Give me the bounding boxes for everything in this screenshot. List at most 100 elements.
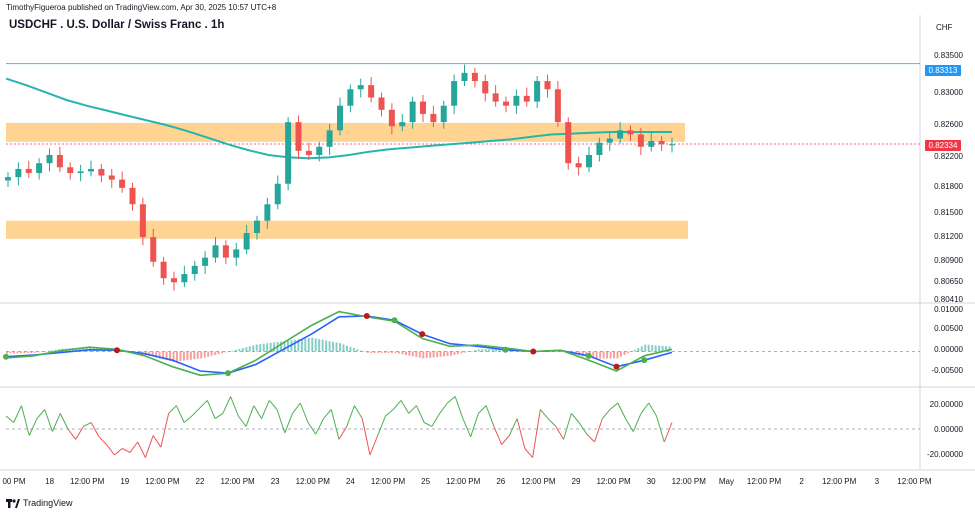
osc-line-segment — [253, 405, 262, 419]
osc-line-segment — [21, 405, 30, 436]
candle-body — [243, 233, 250, 250]
candle-body — [264, 204, 271, 221]
macd-histogram-bar — [495, 348, 498, 352]
candle-body — [88, 168, 94, 172]
macd-histogram-bar — [280, 341, 283, 352]
macd-cross-dot — [391, 317, 398, 324]
candle-body — [503, 101, 509, 106]
osc-line-segment — [462, 418, 472, 437]
osc-line-segment — [160, 413, 170, 448]
footer-brand[interactable]: TradingView — [6, 498, 73, 508]
macd-histogram-bar — [619, 351, 622, 357]
macd-histogram-bar — [51, 350, 54, 352]
osc-line-segment — [106, 444, 115, 456]
macd-histogram-bar — [293, 339, 296, 352]
osc-line-segment — [485, 405, 495, 427]
macd-cross-dot — [225, 370, 231, 377]
publisher-line: TimothyFigueroa published on TradingView… — [6, 3, 277, 12]
macd-histogram-bar — [318, 339, 321, 352]
osc-line-segment — [415, 405, 425, 423]
osc-line-segment — [330, 409, 340, 440]
macd-cross-dot — [114, 347, 120, 354]
osc-line-segment — [98, 436, 108, 445]
macd-histogram-bar — [210, 351, 213, 356]
macd-histogram-bar — [273, 342, 276, 352]
macd-histogram-bar — [630, 351, 633, 352]
macd-histogram-bar — [155, 351, 158, 358]
candle-body — [596, 142, 603, 155]
macd-histogram-bar — [647, 344, 650, 352]
candle-body — [119, 179, 126, 188]
osc-line-segment — [5, 415, 15, 423]
macd-histogram-bar — [661, 345, 664, 352]
osc-line-segment — [493, 426, 503, 445]
osc-line-segment — [640, 402, 650, 414]
candle-body — [139, 204, 146, 238]
candle-body — [36, 163, 43, 174]
osc-line-segment — [369, 435, 379, 456]
osc-line-segment — [307, 422, 317, 435]
macd-histogram-bar — [40, 351, 43, 352]
macd-histogram-bar — [384, 351, 387, 353]
macd-histogram-bar — [221, 351, 224, 354]
candle-body — [554, 89, 561, 123]
macd-histogram-bar — [595, 351, 598, 359]
candle-body — [5, 177, 11, 181]
time-tick: 22 — [195, 477, 205, 486]
osc-line-segment — [447, 396, 456, 404]
osc-line-segment — [555, 426, 565, 440]
osc-line-segment — [222, 396, 232, 414]
macd-histogram-bar — [345, 345, 348, 352]
supply-demand-zone — [6, 220, 688, 239]
osc-line-segment — [656, 415, 665, 443]
candle-body — [420, 101, 426, 114]
time-tick: 12:00 PM — [295, 477, 330, 486]
macd-histogram-bar — [467, 351, 470, 352]
macd-histogram-bar — [23, 351, 26, 354]
osc-line-segment — [439, 402, 448, 414]
candle-body — [202, 257, 209, 266]
osc-line-segment — [114, 448, 123, 456]
candle-body — [378, 97, 385, 110]
time-tick: May — [718, 477, 734, 486]
osc-line-segment — [237, 415, 247, 427]
macd-histogram-bar — [33, 351, 36, 353]
macd-histogram-bar — [668, 346, 671, 352]
osc-line-segment — [385, 409, 394, 417]
upper-line-price-tag: 0.83313 — [925, 65, 961, 76]
candle-body — [98, 168, 105, 176]
macd-histogram-bar — [640, 346, 643, 352]
osc-line-segment — [191, 407, 200, 417]
macd-histogram-bar — [432, 351, 435, 358]
osc-line-segment — [524, 448, 533, 458]
candle-body — [617, 130, 624, 139]
price-tick: 0.82600 — [934, 120, 963, 129]
osc-line-segment — [299, 402, 309, 423]
macd-histogram-bar — [613, 351, 616, 359]
macd-histogram-bar — [148, 351, 151, 356]
candle-body — [150, 237, 157, 262]
osc-line-segment — [563, 413, 572, 440]
macd-histogram-bar — [332, 341, 335, 352]
macd-histogram-bar — [165, 351, 168, 361]
candle-body — [565, 122, 572, 164]
macd-histogram-bar — [19, 351, 22, 354]
macd-histogram-bar — [356, 349, 359, 352]
macd-histogram-bar — [418, 351, 421, 358]
time-tick: 12:00 PM — [370, 477, 406, 486]
price-tick: 0.82200 — [934, 152, 963, 161]
macd-histogram-bar — [269, 342, 272, 352]
candle-body — [171, 278, 177, 283]
macd-histogram-bar — [349, 346, 352, 352]
osc-line-segment — [90, 422, 100, 438]
price-tick: 0.81500 — [934, 208, 963, 217]
macd-histogram-bar — [44, 351, 47, 352]
candle-body — [606, 138, 613, 143]
candle-body — [46, 154, 53, 164]
candle-body — [451, 81, 458, 106]
macd-histogram-bar — [463, 351, 466, 353]
candle-body — [160, 261, 167, 279]
macd-histogram-bar — [470, 350, 473, 352]
osc-line-segment — [400, 400, 410, 414]
